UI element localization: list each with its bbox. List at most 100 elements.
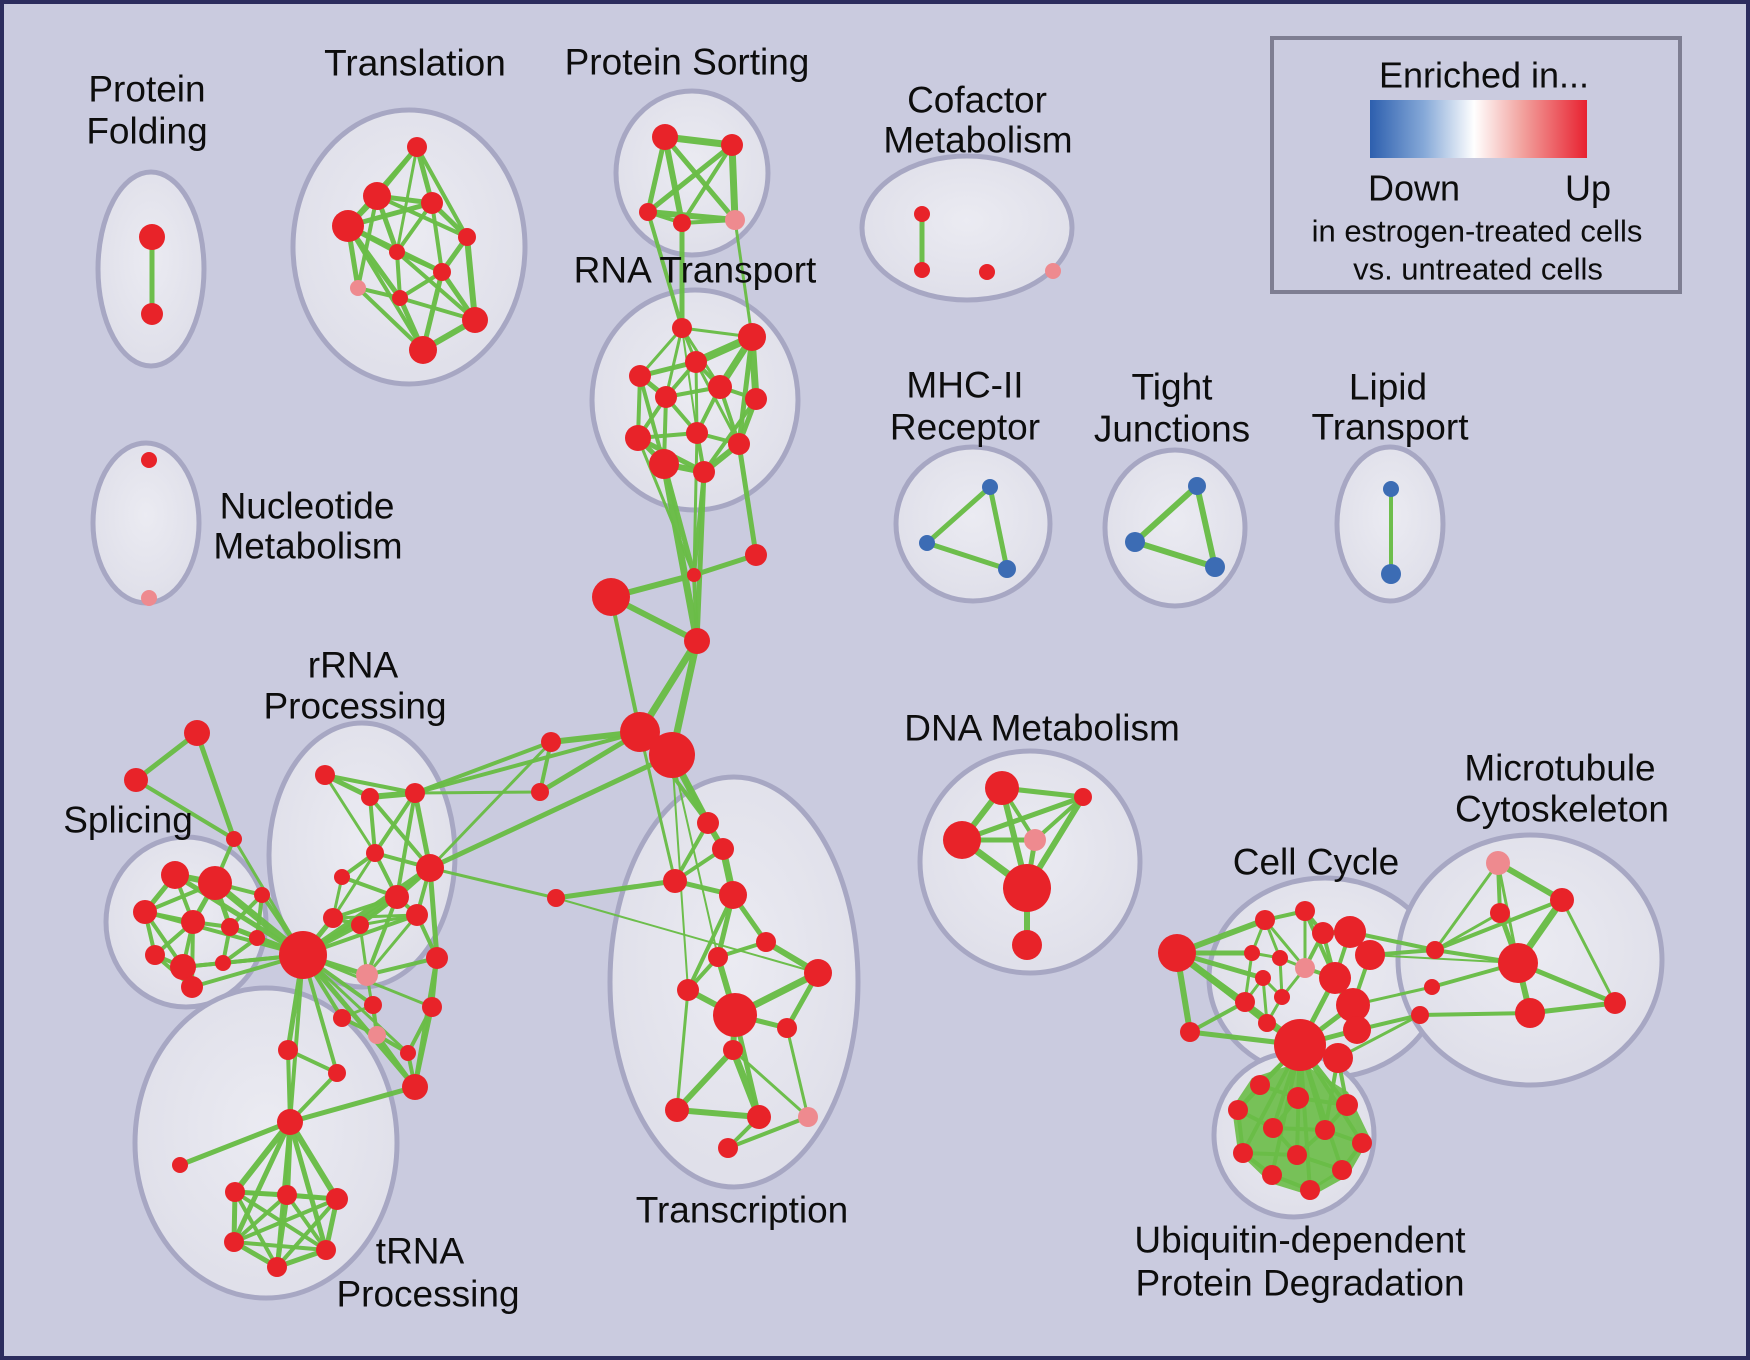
gene-set-node[interactable]: [363, 182, 391, 210]
gene-set-node[interactable]: [713, 993, 757, 1037]
gene-set-node[interactable]: [145, 945, 165, 965]
gene-set-node[interactable]: [1424, 979, 1440, 995]
gene-set-node[interactable]: [351, 916, 369, 934]
gene-set-node[interactable]: [426, 947, 448, 969]
gene-set-node[interactable]: [326, 1188, 348, 1210]
gene-set-node[interactable]: [278, 1040, 298, 1060]
gene-set-node[interactable]: [366, 844, 384, 862]
gene-set-node[interactable]: [677, 979, 699, 1001]
gene-set-node[interactable]: [406, 904, 428, 926]
gene-set-node[interactable]: [328, 1064, 346, 1082]
gene-set-node[interactable]: [221, 918, 239, 936]
gene-set-node[interactable]: [1300, 1180, 1320, 1200]
gene-set-node[interactable]: [723, 1040, 743, 1060]
gene-set-node[interactable]: [1255, 970, 1271, 986]
gene-set-node[interactable]: [198, 866, 232, 900]
gene-set-node[interactable]: [687, 568, 701, 582]
gene-set-node[interactable]: [433, 263, 451, 281]
gene-set-node[interactable]: [655, 386, 677, 408]
gene-set-node[interactable]: [1343, 1016, 1371, 1044]
gene-set-node[interactable]: [1411, 1006, 1429, 1024]
gene-set-node[interactable]: [1355, 940, 1385, 970]
gene-set-node[interactable]: [652, 124, 678, 150]
gene-set-node[interactable]: [225, 1182, 245, 1202]
gene-set-node[interactable]: [1515, 998, 1545, 1028]
gene-set-node[interactable]: [124, 768, 148, 792]
gene-set-node[interactable]: [364, 996, 382, 1014]
gene-set-node[interactable]: [1258, 1014, 1276, 1032]
gene-set-node[interactable]: [1274, 989, 1290, 1005]
gene-set-node[interactable]: [172, 1157, 188, 1173]
gene-set-node[interactable]: [462, 307, 488, 333]
gene-set-node[interactable]: [1228, 1100, 1248, 1120]
gene-set-node[interactable]: [1295, 958, 1315, 978]
gene-set-node[interactable]: [409, 336, 437, 364]
gene-set-node[interactable]: [1334, 916, 1366, 948]
gene-set-node[interactable]: [665, 1098, 689, 1122]
gene-set-node[interactable]: [672, 318, 692, 338]
gene-set-node[interactable]: [1332, 1160, 1352, 1180]
gene-set-node[interactable]: [708, 375, 732, 399]
gene-set-node[interactable]: [1235, 992, 1255, 1012]
gene-set-node[interactable]: [1498, 943, 1538, 983]
gene-set-node[interactable]: [389, 244, 405, 260]
gene-set-node[interactable]: [798, 1107, 818, 1127]
gene-set-node[interactable]: [1323, 1043, 1353, 1073]
gene-set-node[interactable]: [1263, 1118, 1283, 1138]
gene-set-node[interactable]: [226, 831, 242, 847]
gene-set-node[interactable]: [1336, 988, 1370, 1022]
gene-set-node[interactable]: [1287, 1145, 1307, 1165]
gene-set-node[interactable]: [385, 885, 409, 909]
gene-set-node[interactable]: [316, 1240, 336, 1260]
gene-set-node[interactable]: [684, 628, 710, 654]
gene-set-node[interactable]: [914, 262, 930, 278]
gene-set-node[interactable]: [1272, 950, 1288, 966]
gene-set-node[interactable]: [663, 869, 687, 893]
gene-set-node[interactable]: [1255, 910, 1275, 930]
gene-set-node[interactable]: [279, 931, 327, 979]
gene-set-node[interactable]: [170, 954, 196, 980]
gene-set-node[interactable]: [686, 422, 708, 444]
gene-set-node[interactable]: [1312, 922, 1334, 944]
gene-set-node[interactable]: [756, 932, 776, 952]
gene-set-node[interactable]: [914, 206, 930, 222]
gene-set-node[interactable]: [1319, 962, 1351, 994]
gene-set-node[interactable]: [719, 881, 747, 909]
gene-set-node[interactable]: [725, 210, 745, 230]
gene-set-node[interactable]: [315, 765, 335, 785]
gene-set-node[interactable]: [332, 210, 364, 242]
gene-set-node[interactable]: [1315, 1120, 1335, 1140]
gene-set-node[interactable]: [249, 930, 265, 946]
gene-set-node[interactable]: [639, 203, 657, 221]
gene-set-node[interactable]: [697, 812, 719, 834]
gene-set-node[interactable]: [356, 964, 378, 986]
gene-set-node[interactable]: [215, 955, 231, 971]
gene-set-node[interactable]: [133, 900, 157, 924]
gene-set-node[interactable]: [1125, 532, 1145, 552]
gene-set-node[interactable]: [685, 351, 707, 373]
gene-set-node[interactable]: [1426, 941, 1444, 959]
gene-set-node[interactable]: [181, 910, 205, 934]
gene-set-node[interactable]: [708, 947, 728, 967]
gene-set-node[interactable]: [979, 264, 995, 280]
gene-set-node[interactable]: [141, 452, 157, 468]
gene-set-node[interactable]: [919, 535, 935, 551]
gene-set-node[interactable]: [738, 323, 766, 351]
gene-set-node[interactable]: [1274, 1019, 1326, 1071]
gene-set-node[interactable]: [1550, 888, 1574, 912]
gene-set-node[interactable]: [1250, 1075, 1270, 1095]
gene-set-node[interactable]: [745, 388, 767, 410]
gene-set-node[interactable]: [405, 783, 425, 803]
gene-set-node[interactable]: [721, 134, 743, 156]
gene-set-node[interactable]: [1490, 903, 1510, 923]
gene-set-node[interactable]: [982, 479, 998, 495]
gene-set-node[interactable]: [141, 303, 163, 325]
gene-set-node[interactable]: [693, 461, 715, 483]
gene-set-node[interactable]: [531, 783, 549, 801]
gene-set-node[interactable]: [1233, 1143, 1253, 1163]
gene-set-node[interactable]: [804, 959, 832, 987]
gene-set-node[interactable]: [422, 997, 442, 1017]
gene-set-node[interactable]: [139, 224, 165, 250]
gene-set-node[interactable]: [728, 433, 750, 455]
gene-set-node[interactable]: [1295, 901, 1315, 921]
